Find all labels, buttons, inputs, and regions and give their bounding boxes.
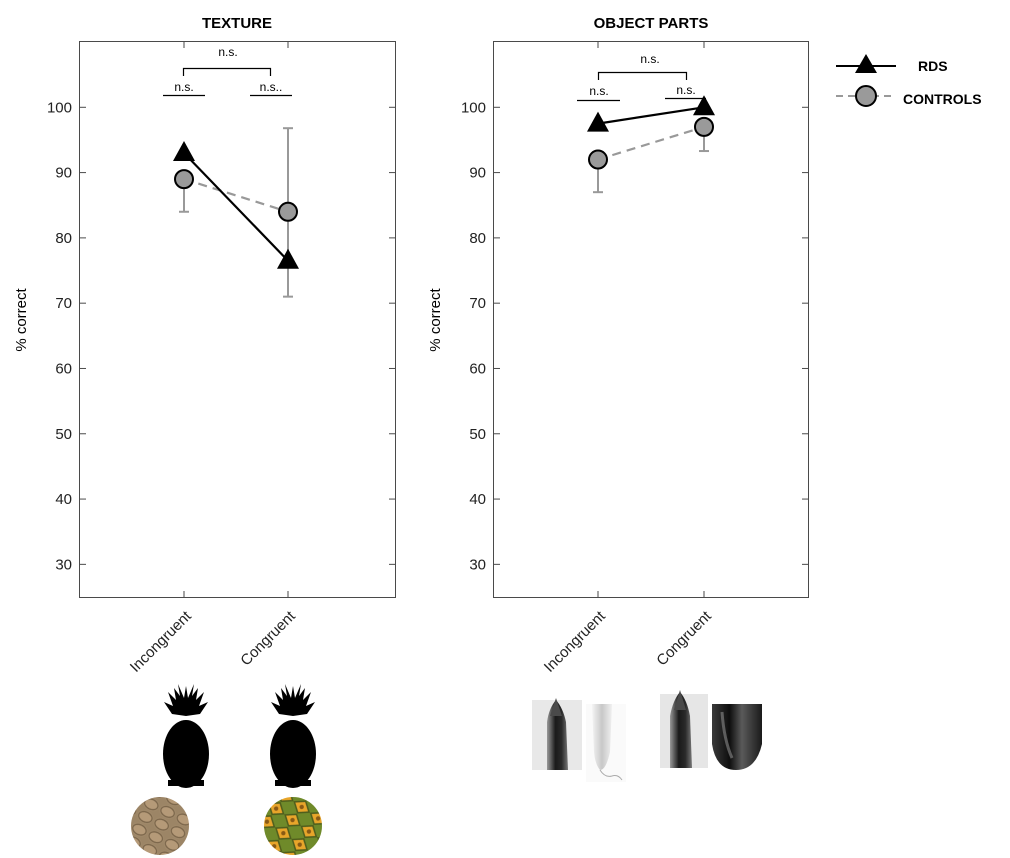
y-axis-label: % correct xyxy=(13,288,30,352)
legend-item-controls: CONTROLS xyxy=(836,85,982,107)
y-tick-label: 60 xyxy=(469,360,486,377)
y-tick-label: 60 xyxy=(55,360,72,377)
y-tick-label: 70 xyxy=(469,295,486,312)
significance-annotations: n.s. n.s. n.s. xyxy=(577,52,706,102)
plot-data xyxy=(587,95,715,194)
plot-frame xyxy=(493,41,809,598)
x-tick-label: Incongruent xyxy=(541,607,610,676)
rds-point xyxy=(173,141,195,161)
series-line-rds xyxy=(183,152,289,262)
x-axis: Incongruent Congruent xyxy=(127,42,299,676)
y-tick-label: 50 xyxy=(55,426,72,443)
annotation-left: n.s. xyxy=(589,84,608,98)
y-tick-label: 80 xyxy=(55,230,72,247)
snake-skin-texture-icon xyxy=(131,797,189,855)
x-tick-label: Incongruent xyxy=(127,607,196,676)
y-tick-label: 70 xyxy=(55,295,72,312)
panel-title: OBJECT PARTS xyxy=(594,15,709,32)
panel-object-parts: OBJECT PARTS 30 40 50 60 70 80 90 100 % correct… xyxy=(427,15,809,782)
eggplant-tip-icon xyxy=(532,698,582,770)
controls-point xyxy=(588,149,608,170)
pineapple-skin-texture-icon xyxy=(264,797,322,855)
triangle-marker-icon xyxy=(855,54,877,73)
controls-point xyxy=(694,116,714,137)
x-tick-label: Congruent xyxy=(237,607,299,669)
x-axis: Incongruent Congruent xyxy=(541,42,715,676)
legend-label: CONTROLS xyxy=(903,91,982,107)
panel-texture: TEXTURE 30 40 50 60 70 80 90 100 % correct Inco… xyxy=(13,15,396,855)
significance-bracket xyxy=(182,67,272,76)
plot-data xyxy=(173,127,299,298)
controls-point xyxy=(174,169,194,190)
y-axis: 30 40 50 60 70 80 90 100 xyxy=(461,99,808,573)
y-tick-label: 100 xyxy=(47,99,72,116)
series-line-controls xyxy=(183,178,289,213)
y-tick-label: 90 xyxy=(469,165,486,182)
eggplant-end-icon xyxy=(712,704,762,770)
y-tick-label: 40 xyxy=(55,491,72,508)
y-tick-label: 50 xyxy=(469,426,486,443)
y-tick-label: 90 xyxy=(55,165,72,182)
controls-point xyxy=(278,201,298,222)
y-tick-label: 100 xyxy=(461,99,486,116)
rds-point xyxy=(277,248,299,269)
x-tick-label: Congruent xyxy=(653,607,715,669)
legend-label: RDS xyxy=(918,58,948,74)
annotation-top: n.s. xyxy=(218,45,237,59)
eggplant-tip-icon xyxy=(660,690,708,768)
y-tick-label: 40 xyxy=(469,491,486,508)
significance-annotations: n.s. n.s. n.s.. xyxy=(163,45,292,97)
annotation-right: n.s.. xyxy=(260,80,283,94)
y-tick-label: 80 xyxy=(469,230,486,247)
annotation-right: n.s. xyxy=(676,83,695,97)
pestle-tip-icon xyxy=(586,704,626,782)
annotation-top: n.s. xyxy=(640,52,659,66)
y-axis-label: % correct xyxy=(427,288,444,352)
y-tick-label: 30 xyxy=(469,556,486,573)
stimulus-images xyxy=(131,684,322,855)
rds-point xyxy=(693,95,715,116)
panel-title: TEXTURE xyxy=(202,15,272,32)
pineapple-silhouette-icon xyxy=(163,684,209,788)
legend: RDS CONTROLS xyxy=(836,54,982,107)
y-axis: 30 40 50 60 70 80 90 100 xyxy=(47,99,395,573)
plot-frame xyxy=(79,41,396,598)
series-line-controls xyxy=(597,125,705,161)
series-line-rds xyxy=(597,106,705,125)
y-tick-label: 30 xyxy=(55,556,72,573)
significance-bracket xyxy=(597,71,688,80)
legend-item-rds: RDS xyxy=(836,54,948,74)
stimulus-images xyxy=(532,690,762,782)
annotation-left: n.s. xyxy=(174,80,193,94)
circle-marker-icon xyxy=(855,85,877,107)
pineapple-silhouette-icon xyxy=(270,684,316,788)
rds-point xyxy=(587,111,609,132)
